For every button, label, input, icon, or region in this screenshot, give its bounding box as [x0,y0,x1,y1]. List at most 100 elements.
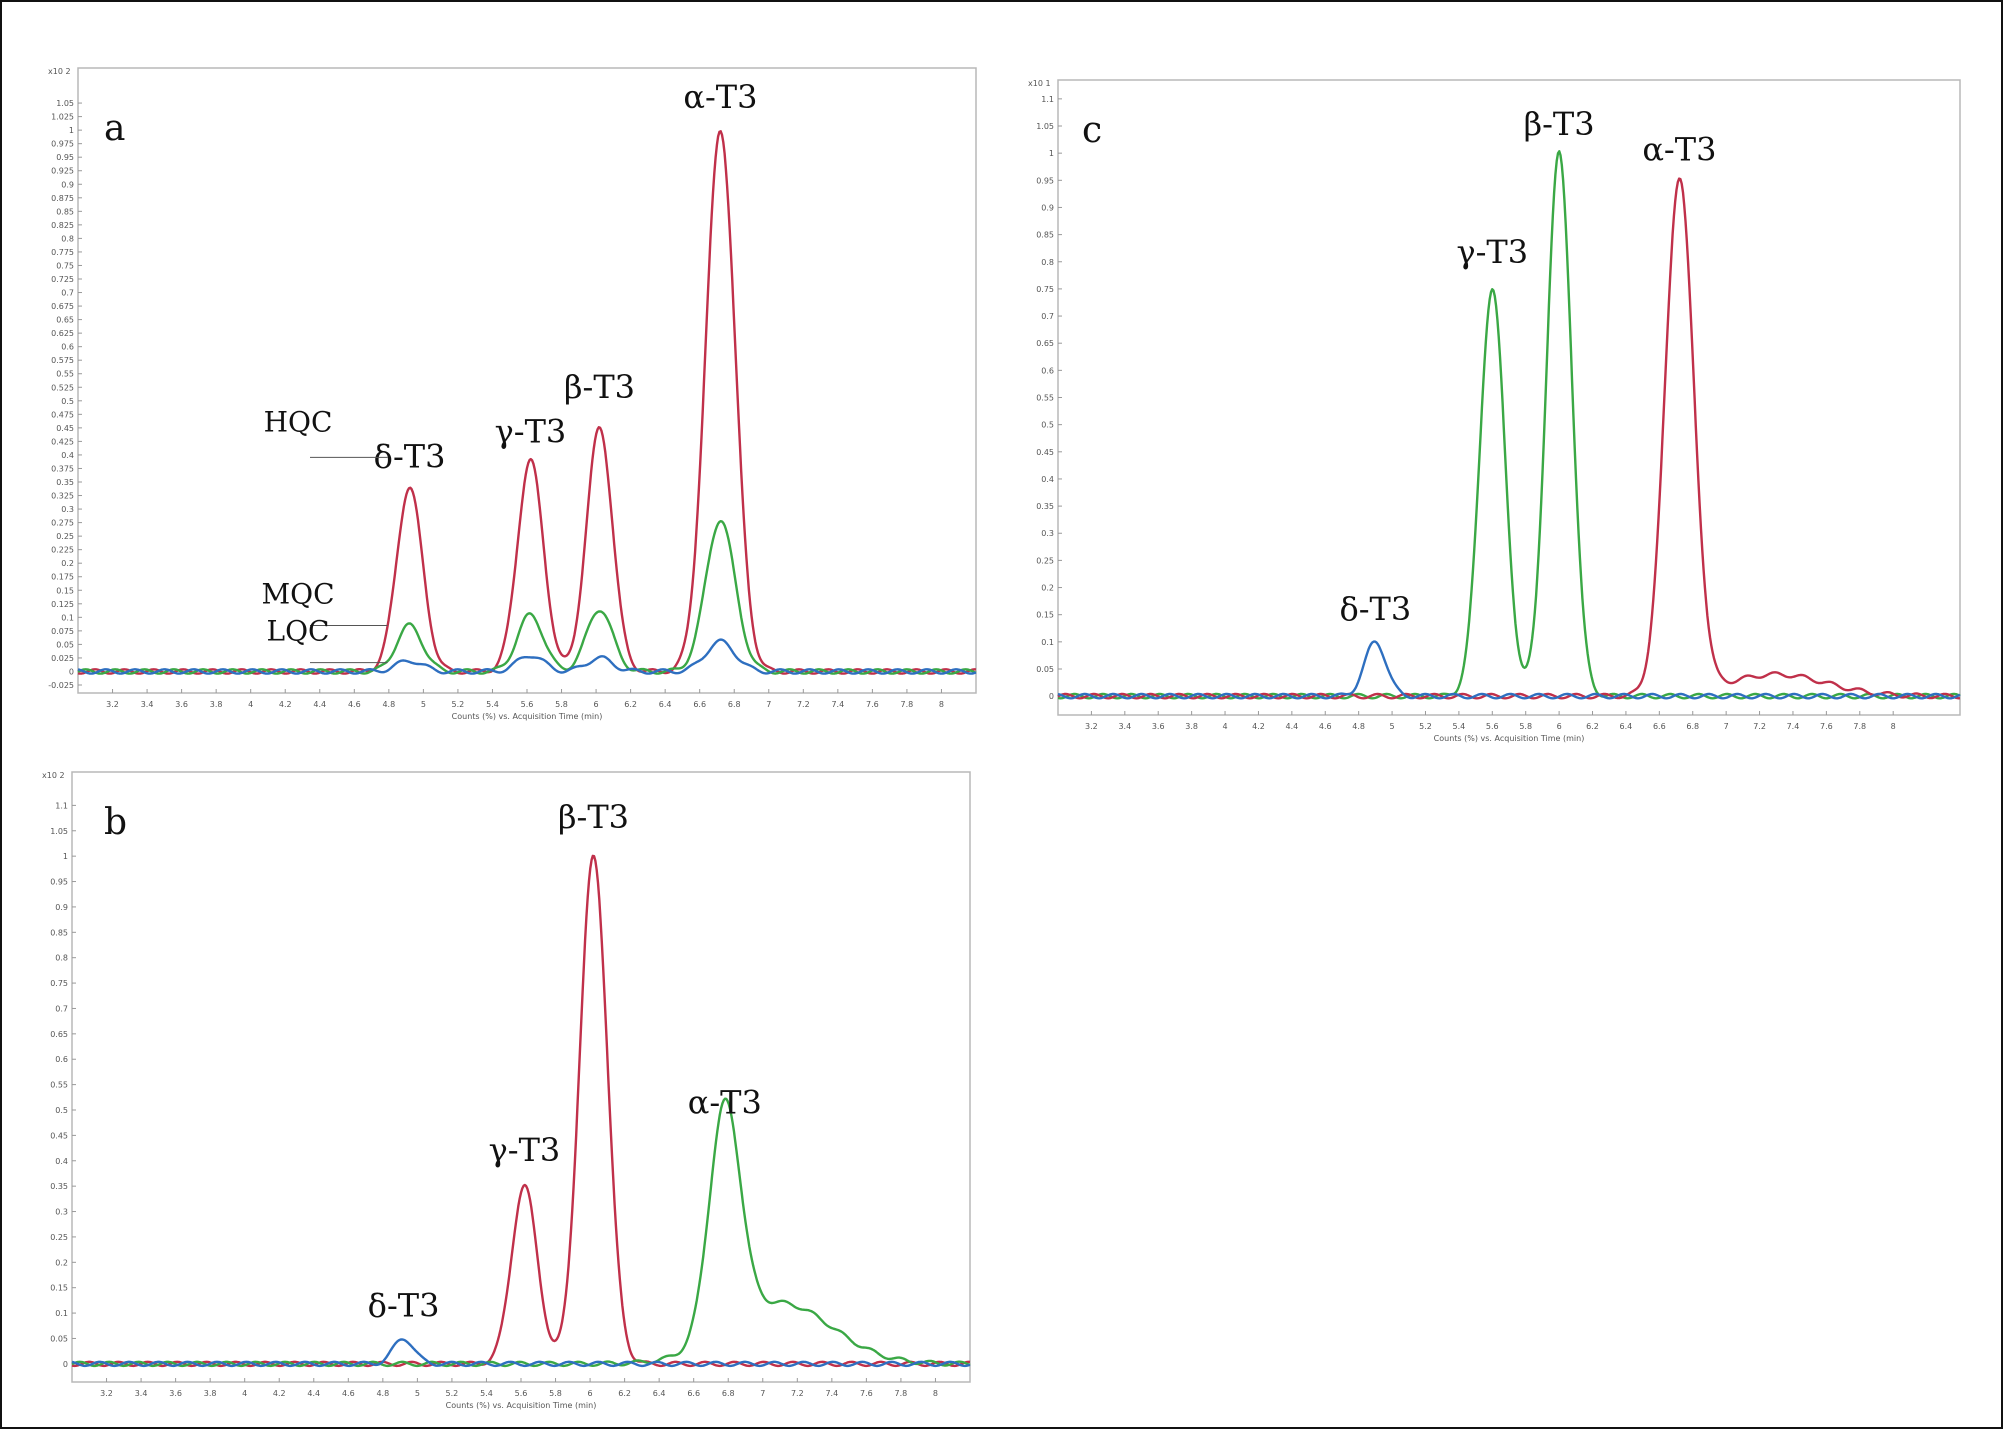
peak-label: α-T3 [683,78,757,116]
peak-label: α-T3 [1642,130,1716,168]
y-tick-label: 0.2 [61,559,74,568]
y-tick-label: 1.05 [56,99,74,108]
y-tick-label: 0.35 [50,1182,68,1191]
peak-label: α-T3 [688,1083,762,1121]
y-tick-label: 0.05 [1036,665,1054,674]
y-tick-label: 0.275 [51,519,74,528]
y-tick-label: 0.5 [61,397,74,406]
y-tick-label: 0.775 [51,248,74,257]
panel-label: b [104,802,127,843]
x-tick-label: 8 [933,1389,938,1398]
series-line-2 [71,1338,971,1368]
x-tick-label: 7.6 [866,700,879,709]
x-tick-label: 3.6 [175,700,188,709]
y-tick-label: 0.1 [55,1309,68,1318]
y-tick-label: 0.5 [55,1106,68,1115]
x-tick-label: 4.8 [382,700,395,709]
x-tick-label: 3.6 [169,1389,182,1398]
qc-label: MQC [261,577,334,610]
x-tick-label: 7.8 [901,700,914,709]
x-tick-label: 4.4 [1285,722,1298,731]
y-tick-label: 0.55 [56,370,74,379]
x-tick-label: 4 [248,700,253,709]
y-tick-label: 0.55 [1036,394,1054,403]
x-tick-label: 6.8 [728,700,741,709]
x-tick-label: 7 [1724,722,1729,731]
y-tick-label: 0.6 [55,1055,68,1064]
x-tick-label: 6.6 [1653,722,1666,731]
x-tick-label: 8 [1891,722,1896,731]
qc-label: LQC [267,615,330,648]
y-tick-label: 0.525 [51,383,74,392]
y-tick-label: 0.25 [50,1233,68,1242]
x-tick-label: 5 [1390,722,1395,731]
y-tick-label: 0.325 [51,492,74,501]
y-tick-label: 0.2 [55,1258,68,1267]
y-tick-label: 0.8 [61,234,74,243]
y-tick-label: 0.75 [56,261,74,270]
y-tick-label: 0.1 [1041,638,1054,647]
y-tick-label: 0.85 [50,928,68,937]
y-tick-label: 1.05 [50,827,68,836]
x-tick-label: 3.2 [106,700,119,709]
x-tick-label: 7.8 [1853,722,1866,731]
y-tick-label: 0.025 [51,654,74,663]
y-tick-label: 0.625 [51,329,74,338]
y-tick-label: 0.65 [1036,339,1054,348]
y-tick-label: 0.95 [1036,176,1054,185]
y-tick-label: 0.5 [1041,421,1054,430]
y-tick-label: -0.025 [48,681,74,690]
y-tick-label: 0.85 [1036,231,1054,240]
y-tick-label: 0.725 [51,275,74,284]
y-tick-label: 0.45 [50,1131,68,1140]
panel-label: c [1082,110,1102,151]
x-axis-label: Counts (%) vs. Acquisition Time (min) [446,1401,597,1410]
x-tick-label: 4.4 [313,700,326,709]
y-tick-label: 0.75 [1036,285,1054,294]
peak-label: δ-T3 [368,1286,440,1324]
x-tick-label: 4.6 [348,700,361,709]
x-tick-label: 4.6 [342,1389,355,1398]
y-tick-label: 0.425 [51,437,74,446]
y-tick-label: 0.075 [51,627,74,636]
y-tick-label: 0 [69,667,74,676]
y-tick-label: 0.85 [56,207,74,216]
x-tick-label: 6.4 [1620,722,1633,731]
peak-label: δ-T3 [1339,590,1411,628]
y-tick-label: 0.15 [56,586,74,595]
x-tick-label: 5 [415,1389,420,1398]
x-tick-label: 5.8 [549,1389,562,1398]
x-tick-label: 5.6 [1486,722,1499,731]
chart-panel-b: x10 2 0 0.05 0.1 0.15 0.2 0.25 0.3 0.35 0.4 0.45 0.… [42,771,971,1410]
y-tick-label: 0.925 [51,167,74,176]
y-tick-label: 0.25 [56,532,74,541]
y-tick-label: 0.4 [55,1157,68,1166]
x-tick-label: 4.8 [376,1389,389,1398]
x-tick-label: 5.2 [1419,722,1432,731]
x-tick-label: 5 [421,700,426,709]
y-tick-label: 0.95 [50,878,68,887]
y-tick-label: 0.05 [50,1334,68,1343]
series-line-1 [1057,177,1961,700]
x-tick-label: 8 [939,700,944,709]
x-tick-label: 6.2 [624,700,637,709]
x-tick-label: 6.8 [1686,722,1699,731]
x-tick-label: 6.2 [618,1389,631,1398]
x-tick-label: 6.8 [722,1389,735,1398]
y-tick-label: 0.9 [55,903,68,912]
x-tick-label: 4.8 [1352,722,1365,731]
qc-label: HQC [264,405,333,438]
y-tick-label: 0.225 [51,546,74,555]
peak-label: γ-T3 [495,412,567,450]
y-tick-label: 0.6 [1041,366,1054,375]
y-scale-label: x10 1 [1028,79,1051,88]
x-tick-label: 7.8 [895,1389,908,1398]
y-tick-label: 1.1 [55,801,68,810]
series-line-0 [71,854,971,1368]
y-tick-label: 0.975 [51,140,74,149]
series-line-lqc [77,638,977,675]
y-tick-label: 0.3 [61,505,74,514]
x-tick-label: 3.4 [135,1389,148,1398]
y-tick-label: 0.95 [56,153,74,162]
x-tick-label: 7.4 [825,1389,838,1398]
